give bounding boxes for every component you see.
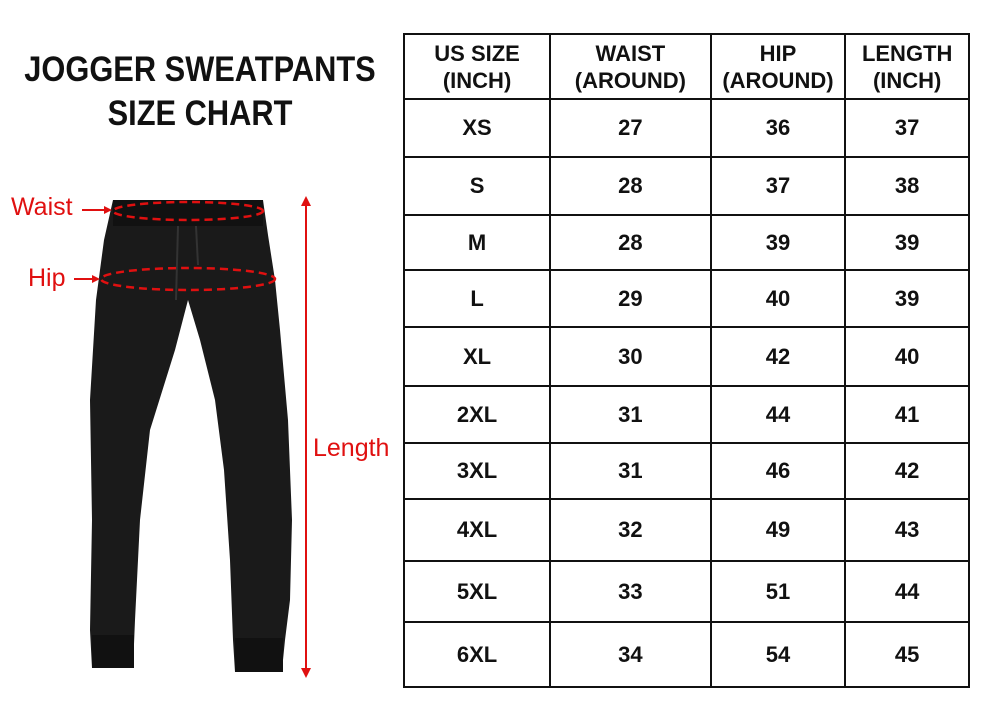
cell-length: 43: [844, 498, 970, 562]
size-table: US SIZE (INCH) WAIST (AROUND) HIP (AROUND) LEN…: [402, 33, 970, 688]
cell-us-size: L: [402, 269, 552, 328]
header-line1: HIP: [759, 40, 797, 66]
cell-waist: 33: [549, 560, 712, 623]
cell-waist: 28: [549, 214, 712, 271]
cell-hip: 44: [709, 385, 847, 444]
header-line2: (INCH): [442, 67, 512, 93]
cell-hip: 36: [709, 98, 847, 158]
cell-hip: 40: [709, 269, 847, 328]
cell-waist: 29: [549, 269, 712, 328]
cell-length: 45: [844, 621, 970, 688]
cell-waist: 27: [549, 98, 712, 158]
table-row: 3XL 31 46 42: [402, 442, 970, 500]
header-us-size: US SIZE (INCH): [402, 33, 552, 100]
title-line-1: JOGGER SWEATPANTS: [24, 50, 376, 89]
cell-length: 39: [844, 214, 970, 271]
header-line2: (AROUND): [574, 67, 686, 93]
right-cuff: [235, 638, 283, 672]
table-row: 6XL 34 54 45: [402, 621, 970, 688]
cell-hip: 51: [709, 560, 847, 623]
pants-silhouette: [90, 200, 292, 672]
cell-us-size: 4XL: [402, 498, 552, 562]
length-label: Length: [313, 434, 390, 462]
header-hip: HIP (AROUND): [709, 33, 847, 100]
cell-waist: 31: [549, 442, 712, 500]
header-line1: WAIST: [595, 40, 666, 66]
title-line-2: SIZE CHART: [107, 94, 293, 133]
cell-hip: 37: [709, 156, 847, 216]
left-cuff: [92, 635, 134, 668]
cell-waist: 32: [549, 498, 712, 562]
cell-waist: 28: [549, 156, 712, 216]
cell-waist: 34: [549, 621, 712, 688]
hip-label: Hip: [28, 264, 66, 292]
waist-marker: [111, 200, 265, 222]
waistband: [113, 200, 263, 226]
cell-waist: 31: [549, 385, 712, 444]
header-line1: US SIZE: [434, 40, 520, 66]
header-line1: LENGTH: [861, 40, 953, 66]
cell-us-size: 5XL: [402, 560, 552, 623]
table-row: L 29 40 39: [402, 269, 970, 328]
cell-length: 39: [844, 269, 970, 328]
header-line2: (AROUND): [722, 67, 834, 93]
table-row: XS 27 36 37: [402, 98, 970, 158]
cell-hip: 54: [709, 621, 847, 688]
drawstring: [175, 225, 179, 301]
table-row: S 28 37 38: [402, 156, 970, 216]
table-row: XL 30 42 40: [402, 326, 970, 387]
cell-us-size: S: [402, 156, 552, 216]
hip-marker: [99, 266, 277, 292]
cell-length: 42: [844, 442, 970, 500]
cell-hip: 42: [709, 326, 847, 387]
cell-us-size: 2XL: [402, 385, 552, 444]
header-row: US SIZE (INCH) WAIST (AROUND) HIP (AROUND) LEN…: [402, 33, 970, 100]
cell-length: 38: [844, 156, 970, 216]
cell-us-size: M: [402, 214, 552, 271]
table-row: M 28 39 39: [402, 214, 970, 271]
jogger-pants-illustration: [74, 196, 311, 678]
header-length: LENGTH (INCH): [844, 33, 970, 100]
cell-hip: 49: [709, 498, 847, 562]
header-line2: (INCH): [872, 67, 942, 93]
cell-waist: 30: [549, 326, 712, 387]
cell-hip: 46: [709, 442, 847, 500]
cell-us-size: 3XL: [402, 442, 552, 500]
table-row: 2XL 31 44 41: [402, 385, 970, 444]
cell-length: 40: [844, 326, 970, 387]
cell-length: 41: [844, 385, 970, 444]
cell-length: 44: [844, 560, 970, 623]
cell-us-size: XS: [402, 98, 552, 158]
cell-hip: 39: [709, 214, 847, 271]
table-row: 4XL 32 49 43: [402, 498, 970, 562]
header-waist: WAIST (AROUND): [549, 33, 712, 100]
table-row: 5XL 33 51 44: [402, 560, 970, 623]
cell-length: 37: [844, 98, 970, 158]
cell-us-size: 6XL: [402, 621, 552, 688]
cell-us-size: XL: [402, 326, 552, 387]
waist-label: Waist: [11, 193, 73, 221]
